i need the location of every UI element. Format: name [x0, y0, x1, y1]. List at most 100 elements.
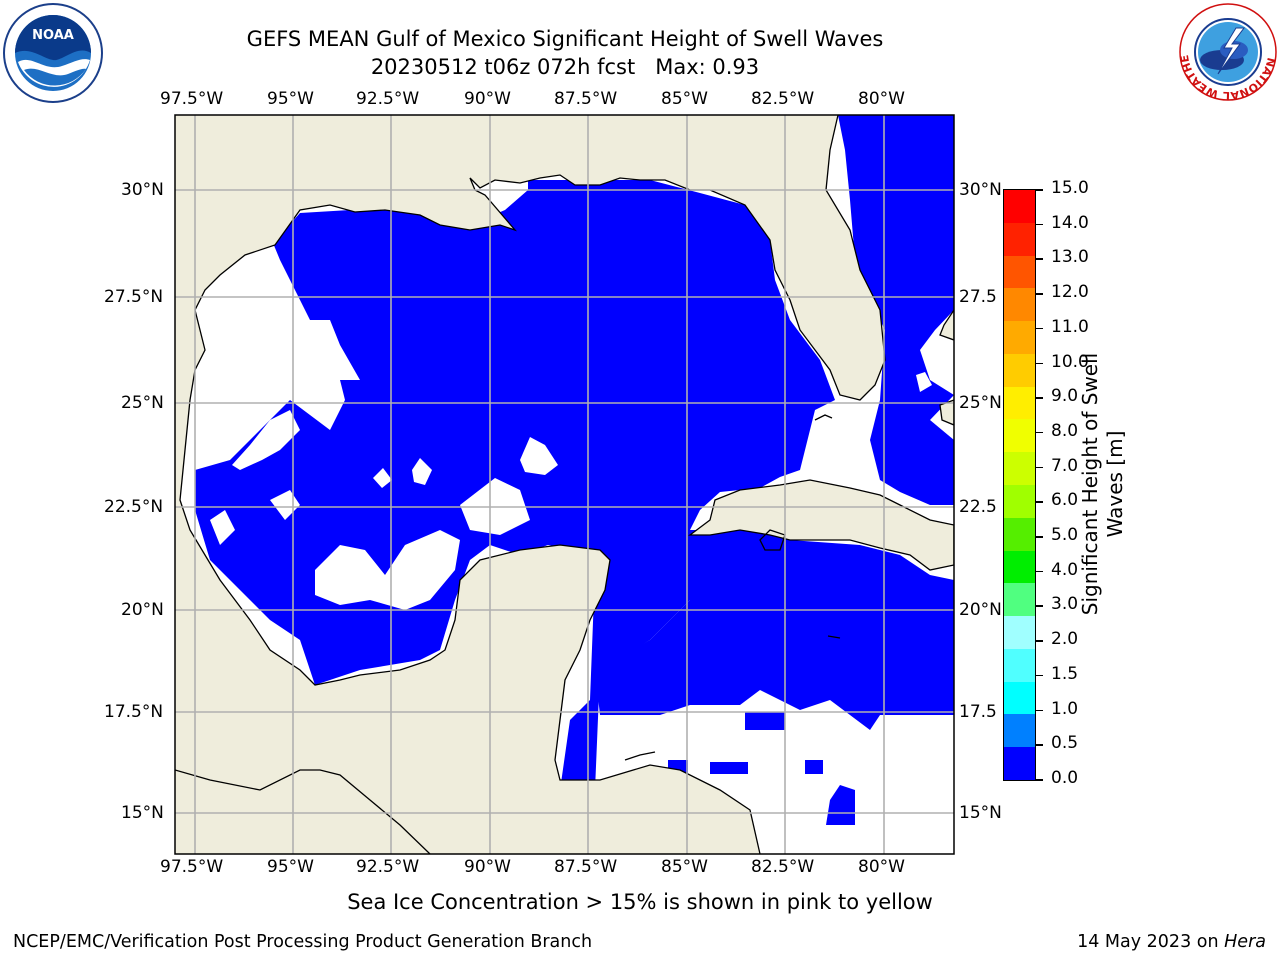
noaa-logo: NOAA	[3, 3, 103, 103]
lon-label-bottom: 97.5°W	[160, 857, 224, 877]
lat-label-right: 25°N	[959, 393, 1002, 413]
colorbar-tick-label: 9.0	[1051, 386, 1079, 407]
lon-label-top: 97.5°W	[160, 89, 224, 109]
lat-label-left: 22.5°N	[104, 497, 164, 517]
colorbar-tick-label: 1.5	[1051, 663, 1079, 684]
colorbar-tick-labels: 15.0 14.0 13.0 12.0 11.0 10.0 9.0 8.0 7.0 6.0 5.0 4…	[1036, 178, 1096, 788]
lon-label-top: 87.5°W	[554, 89, 618, 109]
colorbar-tick-label: 6.0	[1051, 490, 1079, 511]
lat-label-right: 22.5	[959, 497, 997, 517]
lat-label-right: 20°N	[959, 600, 1002, 620]
colorbar-tick	[1036, 362, 1043, 365]
nws-logo: NATIONAL WEATHER SERVICE	[1178, 2, 1278, 102]
lat-label-right: 15°N	[959, 803, 1002, 823]
coastline	[175, 115, 886, 854]
colorbar-tick-label: 0.5	[1051, 733, 1079, 754]
colorbar-label-line2: Waves [m]	[1103, 430, 1127, 538]
colorbar-tick	[1036, 293, 1043, 295]
lon-label-top: 95°W	[267, 89, 314, 109]
lat-label-left: 15°N	[121, 803, 164, 823]
plot-title: GEFS MEAN Gulf of Mexico Significant Hei…	[246, 27, 884, 51]
colorbar-tick	[1036, 709, 1043, 712]
colorbar-tick	[1036, 570, 1043, 573]
colorbar-segment	[1004, 386, 1035, 420]
colorbar-tick-label: 5.0	[1051, 525, 1079, 546]
lon-label-bottom: 92.5°W	[356, 857, 420, 877]
colorbar-segment	[1004, 485, 1035, 519]
lon-label-bottom: 85°W	[661, 857, 708, 877]
colorbar-tick-label: 10.0	[1051, 351, 1089, 372]
colorbar-tick-label: 1.0	[1051, 698, 1079, 719]
colorbar-tick-label: 0.0	[1051, 768, 1079, 788]
colorbar-segment	[1004, 353, 1035, 388]
colorbar-tick	[1036, 605, 1043, 607]
lat-label-right: 27.5	[959, 287, 997, 307]
run-date: 14 May 2023 on Hera	[1077, 932, 1266, 952]
colorbar-segment	[1004, 255, 1035, 289]
colorbar-tick-label: 13.0	[1051, 247, 1089, 268]
run-date-text: 14 May 2023 on	[1077, 932, 1225, 952]
colorbar-segment	[1004, 583, 1035, 617]
colorbar-tick-label: 7.0	[1051, 455, 1079, 476]
colorbar-tick-label: 12.0	[1051, 282, 1089, 303]
colorbar-tick-label: 3.0	[1051, 594, 1079, 615]
colorbar-tick	[1036, 466, 1043, 469]
colorbar-tick	[1036, 397, 1043, 399]
lon-label-top: 90°W	[464, 89, 511, 109]
colorbar-tick-label: 8.0	[1051, 420, 1079, 441]
lon-label-top: 92.5°W	[356, 89, 420, 109]
colorbar-tick	[1036, 501, 1043, 503]
lon-label-top: 80°W	[858, 89, 905, 109]
lat-label-right: 30°N	[959, 180, 1002, 200]
lon-label-bottom: 87.5°W	[554, 857, 618, 877]
graticule	[175, 115, 954, 854]
lon-label-top: 82.5°W	[751, 89, 815, 109]
lon-label-bottom: 90°W	[464, 857, 511, 877]
map-frame	[174, 114, 955, 855]
swell-field-low	[195, 115, 954, 825]
colorbar-segment	[1004, 288, 1035, 322]
colorbar-tick	[1036, 327, 1043, 330]
colorbar-tick	[1036, 258, 1043, 260]
colorbar-segment	[1004, 321, 1035, 355]
colorbar-tick-label: 11.0	[1051, 316, 1089, 337]
lat-label-left: 25°N	[121, 393, 164, 413]
colorbar-tick	[1036, 536, 1043, 538]
colorbar-tick	[1036, 779, 1043, 781]
lat-label-left: 27.5°N	[104, 287, 164, 307]
colorbar-segment	[1004, 550, 1035, 584]
sea-ice-note: Sea Ice Concentration > 15% is shown in …	[347, 890, 933, 914]
colorbar-label-line1: Significant Height of Swell	[1078, 352, 1102, 616]
credit-text: NCEP/EMC/Verification Post Processing Pr…	[13, 932, 593, 952]
colorbar-tick	[1036, 431, 1043, 434]
colorbar-segment	[1004, 190, 1035, 224]
noaa-logo-text: NOAA	[32, 28, 74, 43]
lon-label-top: 85°W	[661, 89, 708, 109]
colorbar-segment	[1004, 452, 1035, 486]
colorbar-tick	[1036, 674, 1043, 677]
lon-label-bottom: 82.5°W	[751, 857, 815, 877]
colorbar-tick	[1036, 189, 1043, 191]
colorbar-segment	[1004, 681, 1035, 715]
colorbar-tick-label: 4.0	[1051, 559, 1079, 580]
colorbar-segment	[1004, 419, 1035, 453]
lon-label-bottom: 95°W	[267, 857, 314, 877]
colorbar-segment	[1004, 222, 1035, 257]
land	[175, 115, 954, 854]
plot-subtitle: 20230512 t06z 072h fcst Max: 0.93	[370, 55, 760, 79]
colorbar-tick-label: 14.0	[1051, 212, 1089, 233]
colorbar-segment	[1004, 648, 1035, 683]
colorbar-tick-label: 15.0	[1051, 178, 1089, 198]
colorbar-tick	[1036, 223, 1043, 226]
run-machine: Hera	[1224, 932, 1266, 952]
lat-label-left: 20°N	[121, 600, 164, 620]
colorbar-segment	[1004, 616, 1035, 650]
lat-label-right: 17.5	[959, 702, 997, 722]
colorbar-segment	[1004, 714, 1035, 748]
colorbar-segment	[1004, 517, 1035, 552]
colorbar	[1003, 189, 1036, 781]
colorbar-tick	[1036, 640, 1043, 642]
lon-label-bottom: 80°W	[858, 857, 905, 877]
colorbar-segment	[1004, 747, 1035, 781]
